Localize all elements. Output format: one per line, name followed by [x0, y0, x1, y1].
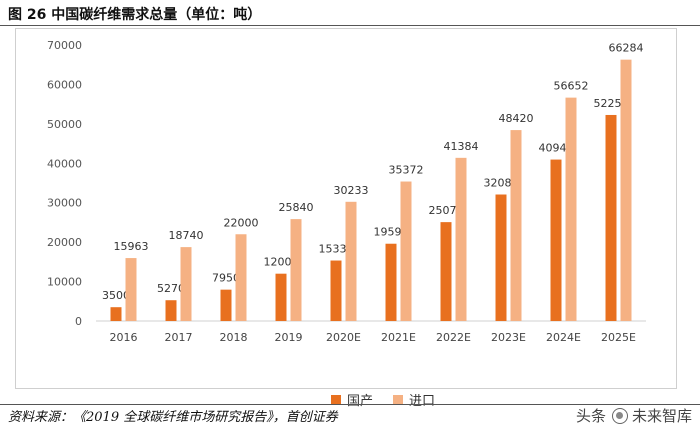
data-label-import: 25840 — [279, 201, 314, 214]
bar-import — [620, 59, 632, 321]
data-label-domestic: 40943 — [539, 142, 574, 155]
data-label-import: 18740 — [169, 229, 204, 242]
data-label-domestic: 32081 — [484, 177, 519, 190]
data-label-import: 41384 — [444, 140, 479, 153]
y-tick-label: 20000 — [47, 236, 82, 249]
legend-label-import: 进口 — [409, 394, 436, 409]
data-label-domestic: 19599 — [374, 226, 409, 239]
x-tick-label: 2024E — [546, 331, 581, 344]
data-label-import: 48420 — [499, 112, 534, 125]
bar-domestic — [440, 222, 452, 321]
watermark-prefix: 头条 — [575, 407, 606, 425]
data-label-import: 66284 — [609, 42, 644, 55]
legend-item-domestic: 国产 — [331, 390, 373, 409]
y-tick-label: 60000 — [47, 78, 82, 91]
bar-import — [180, 247, 192, 321]
y-tick-label: 30000 — [47, 197, 82, 210]
x-tick-label: 2025E — [601, 331, 636, 344]
chart-frame: 0 10000 20000 30000 40000 50000 60000 70000 2016… — [15, 28, 677, 409]
bar-domestic — [330, 260, 342, 321]
y-tick-label: 0 — [75, 315, 82, 328]
bar-import — [125, 258, 137, 321]
watermark-name: 未来智库 — [631, 407, 692, 425]
x-tick-label: 2016 — [110, 331, 138, 344]
bar-domestic — [385, 243, 397, 321]
legend-item-import: 进口 — [393, 390, 435, 409]
x-tick-label: 2020E — [326, 331, 361, 344]
bar-import — [290, 219, 302, 321]
data-label-import: 30233 — [334, 184, 369, 197]
x-tick-label: 2019 — [275, 331, 303, 344]
bar-domestic — [220, 289, 232, 321]
data-label-import: 56652 — [554, 80, 589, 93]
data-label-domestic: 15336 — [319, 243, 354, 256]
data-label-import: 22000 — [224, 216, 259, 229]
source-divider — [0, 404, 700, 405]
x-tick-label: 2022E — [436, 331, 471, 344]
bar-import — [400, 181, 412, 321]
x-tick-label: 2017 — [165, 331, 193, 344]
figure-title: 图 26 中国碳纤维需求总量（单位：吨） — [8, 7, 262, 23]
watermark: 头条 未来智库 — [576, 405, 692, 426]
chart-legend: 国产 进口 — [331, 390, 455, 409]
bar-import — [510, 130, 522, 321]
bar-domestic — [275, 273, 287, 321]
bar-import — [455, 157, 467, 321]
data-label-domestic: 12000 — [264, 256, 299, 269]
data-label-domestic: 52254 — [594, 97, 629, 110]
y-tick-label: 40000 — [47, 157, 82, 170]
bar-domestic — [550, 159, 562, 321]
data-label-domestic: 3500 — [102, 289, 130, 302]
bar-domestic — [495, 194, 507, 321]
x-tick-label: 2018 — [220, 331, 248, 344]
data-label-import: 35372 — [389, 164, 424, 177]
data-label-domestic: 7950 — [212, 272, 240, 285]
bar-import — [565, 97, 577, 321]
bar-domestic — [110, 307, 122, 321]
data-label-domestic: 5270 — [157, 282, 185, 295]
y-tick-label: 70000 — [47, 39, 82, 52]
x-tick-label: 2021E — [381, 331, 416, 344]
bar-domestic — [605, 114, 617, 321]
y-tick-label: 10000 — [47, 276, 82, 289]
legend-label-domestic: 国产 — [347, 394, 374, 409]
y-tick-label: 50000 — [47, 118, 82, 131]
legend-swatch-import — [393, 394, 404, 405]
bar-chart: 0 10000 20000 30000 40000 50000 60000 70000 2016… — [47, 39, 646, 344]
x-tick-label: 2023E — [491, 331, 526, 344]
watermark-logo-icon — [611, 407, 628, 424]
bar-import — [235, 234, 247, 321]
data-label-import: 15963 — [114, 240, 149, 253]
source-note: 资料来源：《2019 全球碳纤维市场研究报告》，首创证券 — [8, 410, 338, 425]
bar-domestic — [165, 300, 177, 321]
legend-swatch-domestic — [331, 394, 341, 405]
bar-import — [345, 201, 357, 321]
title-divider — [0, 25, 700, 26]
data-label-domestic: 25074 — [429, 204, 464, 217]
